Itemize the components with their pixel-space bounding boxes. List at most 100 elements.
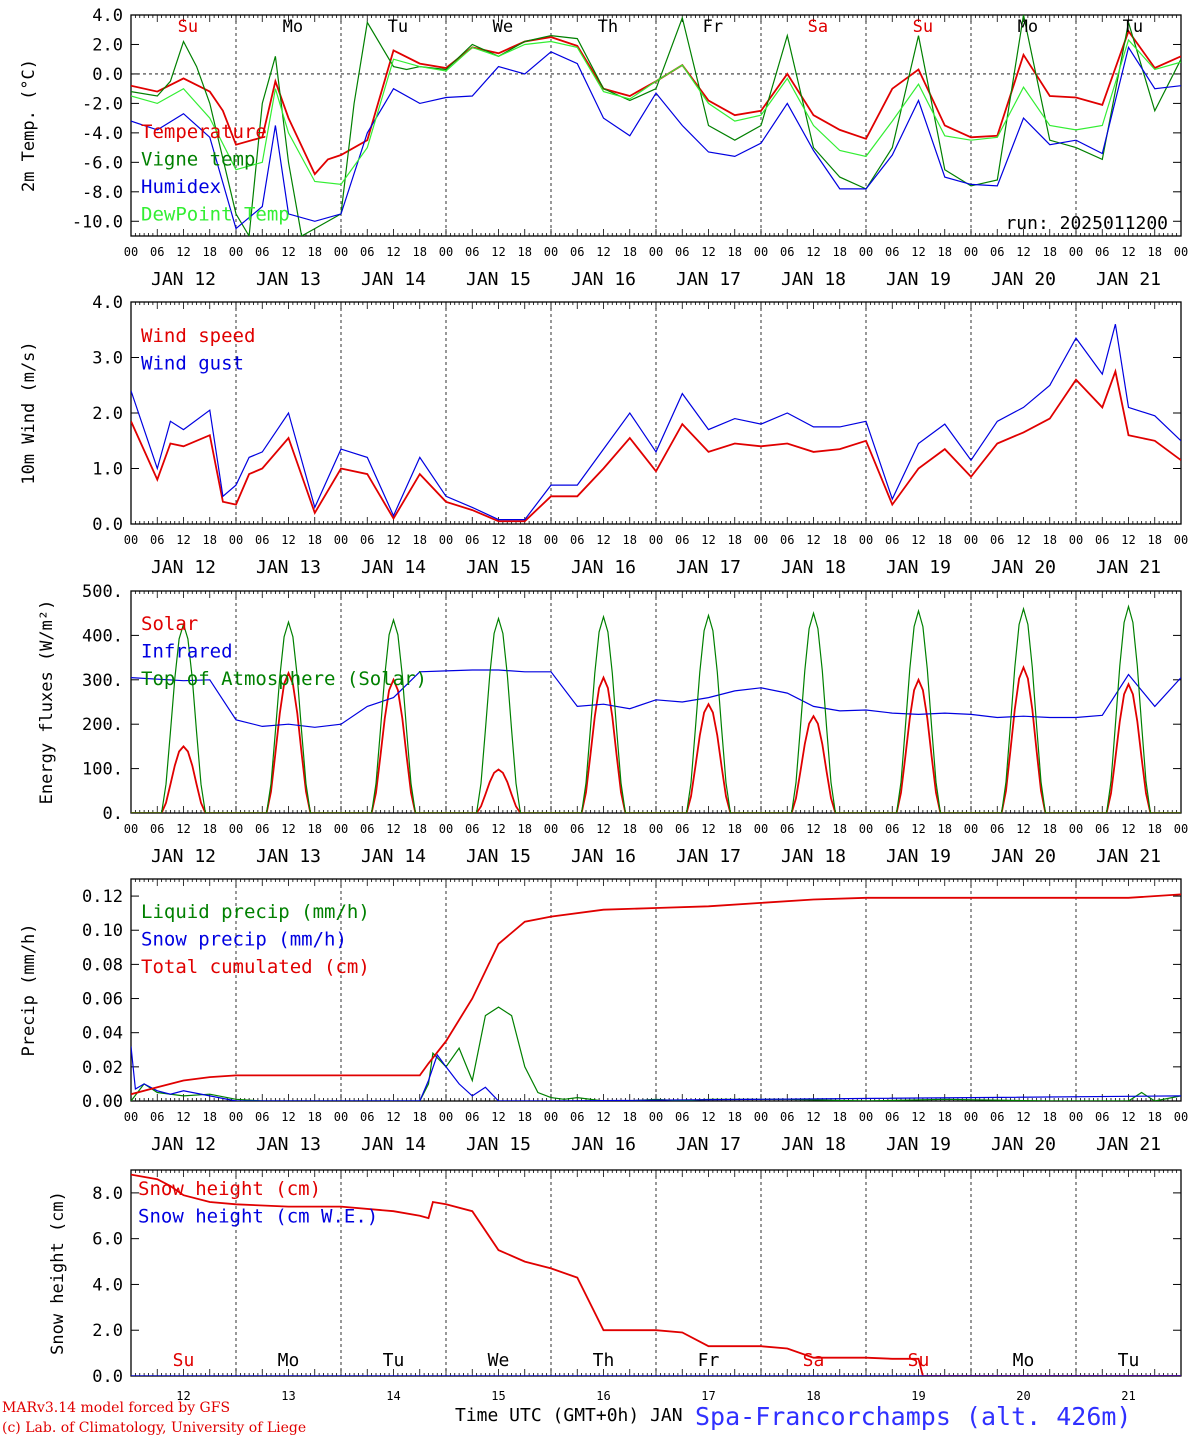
y-tick-label: 0.04	[82, 1024, 123, 1044]
weekday-label: Th	[598, 17, 618, 37]
legend-entry: Vigne temp	[141, 149, 255, 171]
hour-tick-label: 00	[229, 245, 243, 259]
hour-tick-label: 12	[1121, 822, 1135, 836]
y-axis-label: Energy fluxes (W/m²)	[37, 600, 57, 805]
y-tick-label: 0.06	[82, 990, 123, 1010]
hour-tick-label: 00	[544, 533, 558, 547]
hour-tick-label: 00	[439, 533, 453, 547]
date-label: JAN 21	[1096, 557, 1161, 578]
date-label: JAN 17	[676, 557, 741, 578]
weekday-label: Su	[178, 17, 198, 37]
y-tick-label: 0.0	[92, 1367, 123, 1387]
hour-tick-label: 18	[1043, 533, 1057, 547]
hour-tick-label: 00	[1069, 822, 1083, 836]
legend-entry: Snow height (cm W.E.)	[138, 1206, 378, 1228]
y-axis-label: Precip (mm/h)	[19, 923, 39, 1056]
weekday-label: Mo	[1013, 1350, 1035, 1371]
day-number-label: 18	[806, 1389, 820, 1403]
run-annotation: run: 2025011200	[1005, 213, 1168, 234]
hour-tick-label: 00	[439, 1110, 453, 1124]
hour-tick-label: 12	[1016, 533, 1030, 547]
series-line-snow-height-cm-	[131, 1173, 1181, 1376]
hour-tick-label: 00	[649, 245, 663, 259]
hour-tick-label: 12	[281, 533, 295, 547]
date-label: JAN 14	[361, 557, 426, 578]
hour-tick-label: 18	[413, 533, 427, 547]
weekday-label: Fr	[703, 17, 723, 37]
hour-tick-label: 06	[465, 533, 479, 547]
y-tick-label: 1.0	[92, 460, 123, 480]
hour-tick-label: 06	[990, 533, 1004, 547]
hour-tick-label: 00	[1174, 1110, 1188, 1124]
hour-tick-label: 18	[413, 822, 427, 836]
y-tick-label: 500.	[82, 582, 123, 602]
hour-tick-label: 12	[491, 533, 505, 547]
legend-entry: Temperature	[141, 121, 267, 143]
hour-tick-label: 06	[360, 822, 374, 836]
date-label: JAN 13	[256, 269, 321, 290]
hour-tick-label: 00	[964, 1110, 978, 1124]
hour-tick-label: 00	[1174, 822, 1188, 836]
weekday-label: We	[488, 1350, 510, 1371]
date-label: JAN 21	[1096, 269, 1161, 290]
date-label: JAN 20	[991, 557, 1056, 578]
date-label: JAN 20	[991, 846, 1056, 867]
hour-tick-label: 12	[281, 245, 295, 259]
day-number-label: 21	[1121, 1389, 1135, 1403]
hour-tick-label: 00	[439, 822, 453, 836]
date-label: JAN 15	[466, 846, 531, 867]
hour-tick-label: 00	[859, 1110, 873, 1124]
hour-tick-label: 18	[308, 1110, 322, 1124]
y-tick-label: -10.0	[72, 212, 123, 232]
weekday-label: Su	[913, 17, 933, 37]
hour-tick-label: 18	[833, 1110, 847, 1124]
hour-tick-label: 12	[491, 245, 505, 259]
hour-tick-label: 00	[964, 822, 978, 836]
series-line-temperature	[131, 29, 1181, 176]
y-tick-label: 2.0	[92, 404, 123, 424]
weekday-label: Sa	[803, 1350, 825, 1371]
hour-tick-label: 12	[491, 822, 505, 836]
hour-tick-label: 18	[308, 245, 322, 259]
hour-tick-label: 18	[518, 822, 532, 836]
hour-tick-label: 00	[964, 533, 978, 547]
hour-tick-label: 00	[754, 533, 768, 547]
hour-tick-label: 06	[150, 533, 164, 547]
chart-panel-4: 0.00 0.02 0.04 0.06 0.08 0.10 0.12 Precip (mm/h…	[19, 878, 1188, 1155]
hour-tick-label: 12	[806, 245, 820, 259]
hour-tick-label: 12	[596, 245, 610, 259]
model-credit: MARv3.14 model forced by GFS	[2, 1400, 231, 1416]
hour-tick-label: 18	[833, 245, 847, 259]
date-label: JAN 18	[781, 846, 846, 867]
hour-tick-label: 12	[1016, 822, 1030, 836]
hour-tick-label: 12	[1121, 533, 1135, 547]
hour-tick-label: 00	[124, 245, 138, 259]
hour-tick-label: 18	[1148, 245, 1162, 259]
y-tick-label: 0.0	[92, 65, 123, 85]
legend-entry: Top of Atmosphere (Solar)	[141, 668, 427, 690]
hour-tick-label: 18	[203, 533, 217, 547]
y-tick-label: 0.12	[82, 887, 123, 907]
hour-tick-label: 18	[728, 822, 742, 836]
date-label: JAN 16	[571, 1134, 636, 1155]
hour-tick-label: 00	[229, 1110, 243, 1124]
hour-tick-label: 00	[334, 1110, 348, 1124]
date-label: JAN 18	[781, 1134, 846, 1155]
hour-tick-label: 06	[990, 245, 1004, 259]
hour-tick-label: 18	[413, 1110, 427, 1124]
x-axis-title: Time UTC (GMT+0h) JAN	[455, 1405, 683, 1426]
y-tick-label: -4.0	[82, 124, 123, 144]
date-label: JAN 14	[361, 1134, 426, 1155]
hour-tick-label: 00	[649, 533, 663, 547]
hour-tick-label: 18	[308, 822, 322, 836]
hour-tick-label: 00	[229, 822, 243, 836]
hour-tick-label: 06	[675, 533, 689, 547]
hour-tick-label: 00	[544, 822, 558, 836]
hour-tick-label: 12	[806, 533, 820, 547]
hour-tick-label: 06	[1095, 1110, 1109, 1124]
hour-tick-label: 12	[491, 1110, 505, 1124]
hour-tick-label: 00	[544, 245, 558, 259]
weekday-label: Su	[908, 1350, 930, 1371]
hour-tick-label: 06	[675, 245, 689, 259]
hour-tick-label: 12	[911, 533, 925, 547]
